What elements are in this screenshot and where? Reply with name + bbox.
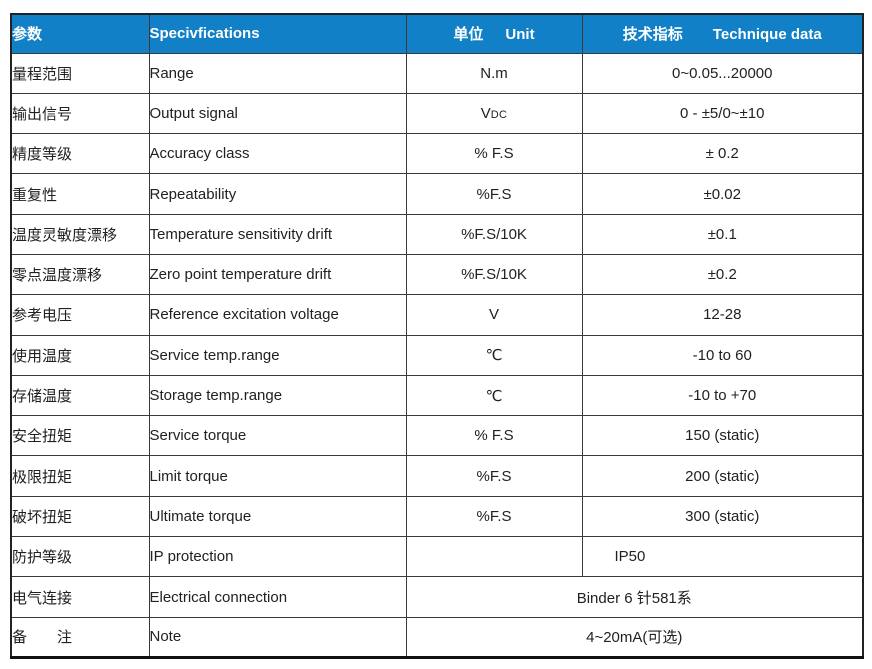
spec-en-cell: Note	[148, 616, 407, 658]
technique-data-cell: IP50	[581, 536, 864, 578]
header-tech-zh: 技术指标	[622, 26, 683, 44]
param-zh-cell: 输出信号	[10, 92, 150, 135]
table-row: 备 注 Note 4~20mA(可选)	[10, 616, 864, 658]
table-row: 极限扭矩 Limit torque %F.S 200 (static)	[10, 455, 864, 497]
unit-cell: % F.S	[405, 415, 583, 457]
spec-table: 参数 Specivfications 单位 Unit 技术指标 Technique …	[10, 13, 864, 659]
unit-subscript: DC	[490, 108, 508, 121]
header-cell-param: 参数	[10, 13, 150, 54]
unit-cell: N.m	[405, 52, 583, 94]
technique-data-cell: 200 (static)	[581, 455, 864, 497]
unit-cell: %F.S	[405, 455, 583, 497]
table-row: 使用温度 Service temp.range ℃ -10 to 60	[10, 334, 864, 376]
spec-en-cell: Limit torque	[148, 455, 407, 497]
unit-cell: ℃	[405, 334, 583, 376]
param-zh-cell: 温度灵敏度漂移	[10, 213, 150, 255]
header-tech-en: Technique data	[712, 26, 822, 44]
param-zh-cell: 安全扭矩	[10, 415, 150, 457]
technique-data-cell: 150 (static)	[581, 415, 864, 457]
param-zh-cell: 使用温度	[10, 334, 150, 376]
header-row: 参数 Specivfications 单位 Unit 技术指标 Technique …	[10, 13, 864, 54]
header-param-zh: 参数	[12, 26, 43, 44]
technique-data-cell: -10 to +70	[581, 374, 864, 417]
table-row: 防护等级 IP protection IP50	[10, 536, 864, 578]
header-spec-en: Specivfications	[149, 25, 260, 43]
technique-data-cell: -10 to 60	[581, 334, 864, 376]
table-row: 零点温度漂移 Zero point temperature drift %F.S/1…	[10, 253, 864, 296]
table-row: 输出信号 Output signal VDC 0 - ±5/0~±10	[10, 92, 864, 135]
spec-en-cell: Range	[148, 52, 407, 94]
param-zh-cell: 电气连接	[10, 576, 150, 618]
technique-data-cell: ±0.02	[581, 173, 864, 215]
param-zh-cell: 破坏扭矩	[10, 495, 150, 538]
unit-cell: V	[405, 294, 583, 336]
spec-en-cell: Output signal	[148, 92, 407, 135]
technique-data-cell: ±0.1	[581, 213, 864, 255]
technique-data-cell: ± 0.2	[581, 133, 864, 175]
header-unit-en: Unit	[505, 26, 535, 44]
table-row: 安全扭矩 Service torque% F.S 150 (static)	[10, 415, 864, 457]
merged-value-cell: Binder 6 针581系	[405, 576, 864, 618]
technique-data-cell: ±0.2	[581, 253, 864, 296]
unit-cell: VDC	[405, 92, 583, 135]
technique-data-cell: 0 - ±5/0~±10	[581, 92, 864, 135]
header-cell-specifications: Specivfications	[148, 13, 407, 54]
header-cell-technique-data: 技术指标 Technique data	[581, 13, 864, 54]
unit-cell: %F.S	[405, 495, 583, 538]
param-zh-cell: 重复性	[10, 173, 150, 215]
spec-en-cell: Service torque	[148, 415, 407, 457]
spec-en-cell: Reference excitation voltage	[148, 294, 407, 336]
spec-table-body: 量程范围 Range N.m 0~0.05...20000 输出信号 Output sig…	[10, 52, 864, 658]
param-zh-cell: 零点温度漂移	[10, 253, 150, 296]
spec-en-cell: Ultimate torque	[148, 495, 407, 538]
unit-cell: %F.S/10K	[405, 213, 583, 255]
table-row: 温度灵敏度漂移 Temperature sensitivity drift %F.S…	[10, 213, 864, 255]
technique-data-cell: 12-28	[581, 294, 864, 336]
table-row: 重复性 Repeatability %F.S ±0.02	[10, 173, 864, 215]
unit-cell	[405, 536, 583, 578]
technique-data-cell: 300 (static)	[581, 495, 864, 538]
spec-en-cell: IP protection	[148, 536, 407, 578]
unit-cell: %F.S	[405, 173, 583, 215]
unit-cell: %F.S/10K	[405, 253, 583, 296]
unit-base: V	[480, 104, 491, 122]
spec-en-cell: Service temp.range	[148, 334, 407, 376]
param-zh-cell: 备 注	[10, 616, 150, 658]
spec-table-header: 参数 Specivfications 单位 Unit 技术指标 Technique …	[10, 13, 864, 54]
merged-value-cell: 4~20mA(可选)	[405, 616, 864, 658]
header-cell-unit: 单位 Unit	[405, 13, 583, 54]
param-zh-cell: 存储温度	[10, 374, 150, 417]
table-row: 参考电压 Reference excitation voltage V 12-28	[10, 294, 864, 336]
spec-en-cell: Repeatability	[148, 173, 407, 215]
param-zh-cell: 防护等级	[10, 536, 150, 578]
spec-en-cell: Zero point temperature drift	[148, 253, 407, 296]
table-row: 电气连接 Electrical connection Binder 6 针581系	[10, 576, 864, 618]
param-zh-cell: 参考电压	[10, 294, 150, 336]
table-row: 破坏扭矩 Ultimate torque %F.S 300 (static)	[10, 495, 864, 538]
table-row: 量程范围 Range N.m 0~0.05...20000	[10, 52, 864, 94]
unit-cell: ℃	[405, 374, 583, 417]
spec-en-cell: Electrical connection	[148, 576, 407, 618]
param-zh-cell: 量程范围	[10, 52, 150, 94]
param-zh-cell: 极限扭矩	[10, 455, 150, 497]
spec-en-cell: Storage temp.range	[148, 374, 407, 417]
table-row: 存储温度 Storage temp.range ℃ -10 to +70	[10, 374, 864, 417]
table-row: 精度等级 Accuracy class% F.S ± 0.2	[10, 133, 864, 175]
unit-cell: % F.S	[405, 133, 583, 175]
spec-en-cell: Temperature sensitivity drift	[148, 213, 407, 255]
spec-en-cell: Accuracy class	[148, 133, 407, 175]
header-unit-zh: 单位	[453, 26, 484, 44]
param-zh-cell: 精度等级	[10, 133, 150, 175]
technique-data-cell: 0~0.05...20000	[581, 52, 864, 94]
